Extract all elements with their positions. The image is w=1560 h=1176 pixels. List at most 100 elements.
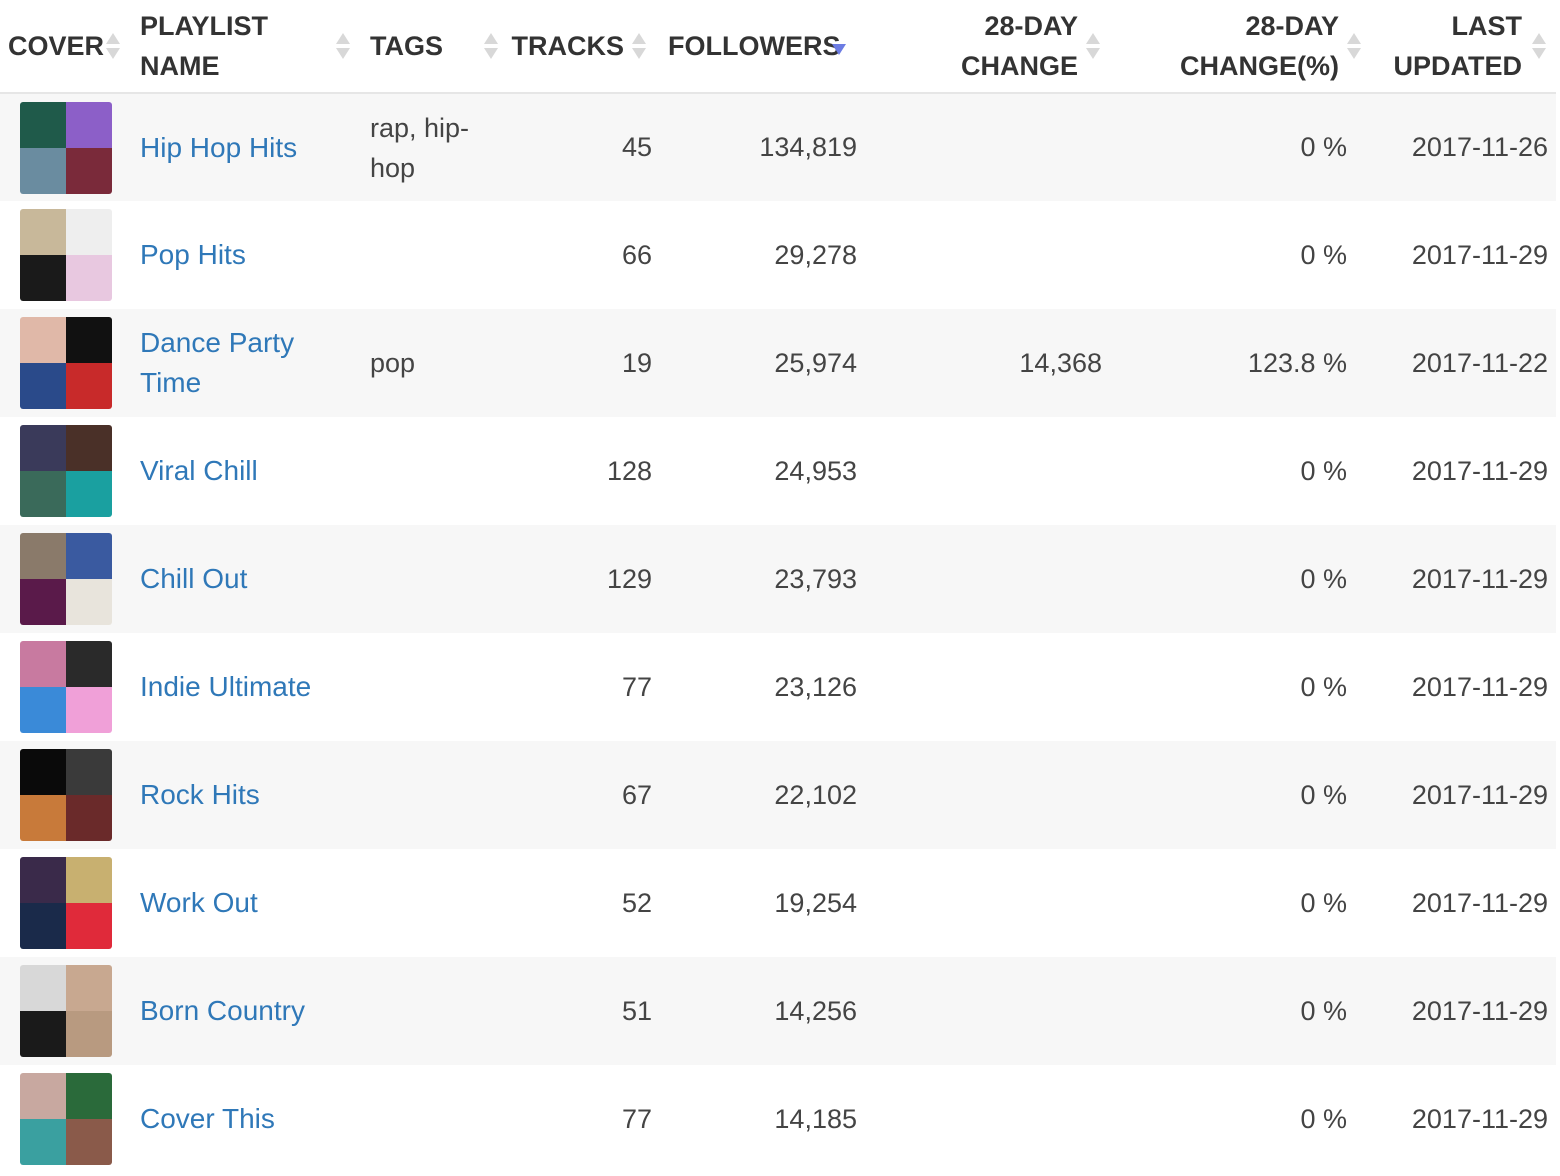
cover-tile <box>20 1073 66 1119</box>
col-header-last-updated[interactable]: LAST UPDATED <box>1365 0 1556 93</box>
sort-icon <box>336 31 350 61</box>
col-header-cover[interactable]: COVER <box>0 0 130 93</box>
playlist-name-cell: Rock Hits <box>130 741 360 849</box>
change-cell <box>857 1065 1102 1173</box>
sort-icon <box>632 31 646 61</box>
cover-tile <box>20 687 66 733</box>
sort-icon <box>1532 31 1546 61</box>
change-cell <box>857 417 1102 525</box>
playlist-cover-image[interactable] <box>20 641 112 733</box>
cover-tile <box>20 641 66 687</box>
cover-tile <box>66 533 112 579</box>
change-pct-cell: 0 % <box>1300 1103 1347 1134</box>
playlist-name-link[interactable]: Indie Ultimate <box>140 671 312 702</box>
cover-cell <box>0 1065 130 1173</box>
followers-cell: 14,256 <box>774 995 857 1026</box>
cover-tile <box>66 795 112 841</box>
cover-tile <box>20 147 66 194</box>
playlist-cover-image[interactable] <box>20 857 112 949</box>
last-updated-cell: 2017-11-29 <box>1411 1103 1548 1134</box>
col-header-tracks[interactable]: TRACKS <box>498 0 652 93</box>
change-pct-cell: 0 % <box>1300 779 1347 810</box>
playlist-name-cell: Pop Hits <box>130 201 360 309</box>
col-header-28-day-change-pct[interactable]: 28-DAY CHANGE(%) <box>1102 0 1365 93</box>
last-updated-cell: 2017-11-29 <box>1411 995 1548 1026</box>
sort-icon <box>106 31 120 61</box>
tracks-cell: 51 <box>621 995 652 1026</box>
col-header-change-line2: CHANGE <box>960 51 1078 81</box>
col-header-name-line2: NAME <box>140 51 220 81</box>
tags-cell: pop <box>370 348 416 378</box>
tags-cell <box>360 957 498 1065</box>
playlist-cover-image[interactable] <box>20 749 112 841</box>
change-cell <box>857 849 1102 957</box>
cover-tile <box>20 255 66 301</box>
playlist-name-cell: Cover This <box>130 1065 360 1173</box>
table-row: Hip Hop Hits rap, hip-hop 45 134,819 0 %… <box>0 93 1556 201</box>
playlist-name-link[interactable]: Dance Party Time <box>140 327 295 398</box>
playlist-name-link[interactable]: Rock Hits <box>140 779 260 810</box>
cover-tile <box>66 579 112 625</box>
col-header-tags-label: TAGS <box>370 31 443 61</box>
col-header-name-line1: PLAYLIST <box>140 11 269 41</box>
cover-tile <box>20 101 66 148</box>
playlist-cover-image[interactable] <box>20 533 112 625</box>
last-updated-cell: 2017-11-29 <box>1411 563 1548 594</box>
playlist-name-cell: Indie Ultimate <box>130 633 360 741</box>
col-header-tags[interactable]: TAGS <box>360 0 498 93</box>
playlist-name-link[interactable]: Pop Hits <box>140 239 246 270</box>
followers-cell: 22,102 <box>774 779 857 810</box>
last-updated-cell: 2017-11-29 <box>1411 887 1548 918</box>
change-pct-cell: 0 % <box>1300 887 1347 918</box>
col-header-change-line1: 28-DAY <box>984 11 1078 41</box>
cover-tile <box>66 255 112 301</box>
cover-tile <box>66 471 112 517</box>
cover-tile <box>66 687 112 733</box>
followers-cell: 23,793 <box>774 563 857 594</box>
cover-tile <box>66 317 112 363</box>
table-body: Hip Hop Hits rap, hip-hop 45 134,819 0 %… <box>0 93 1556 1173</box>
playlist-cover-image[interactable] <box>20 317 112 409</box>
cover-cell <box>0 417 130 525</box>
playlist-cover-image[interactable] <box>20 101 112 194</box>
followers-cell: 19,254 <box>774 887 857 918</box>
tags-cell <box>360 1065 498 1173</box>
table-row: Born Country 51 14,256 0 % 2017-11-29 <box>0 957 1556 1065</box>
last-updated-cell: 2017-11-29 <box>1411 779 1548 810</box>
cover-tile <box>20 795 66 841</box>
playlist-name-link[interactable]: Work Out <box>140 887 258 918</box>
cover-tile <box>66 1119 112 1165</box>
playlist-name-link[interactable]: Viral Chill <box>140 455 258 486</box>
change-cell: 14,368 <box>1019 347 1102 378</box>
change-cell <box>857 525 1102 633</box>
cover-cell <box>0 525 130 633</box>
table-row: Viral Chill 128 24,953 0 % 2017-11-29 <box>0 417 1556 525</box>
cover-tile <box>20 1011 66 1057</box>
cover-cell <box>0 93 130 201</box>
cover-tile <box>66 147 112 194</box>
playlist-name-link[interactable]: Cover This <box>140 1103 275 1134</box>
tracks-cell: 77 <box>621 1103 652 1134</box>
last-updated-cell: 2017-11-29 <box>1411 671 1548 702</box>
col-header-playlist-name[interactable]: PLAYLIST NAME <box>130 0 360 93</box>
change-pct-cell: 0 % <box>1300 563 1347 594</box>
playlist-cover-image[interactable] <box>20 425 112 517</box>
change-pct-cell: 0 % <box>1300 132 1347 162</box>
playlist-name-link[interactable]: Hip Hop Hits <box>140 131 298 163</box>
tags-cell <box>360 201 498 309</box>
tags-cell: rap, hip-hop <box>370 112 470 183</box>
change-pct-cell: 0 % <box>1300 239 1347 270</box>
col-header-followers[interactable]: FOLLOWERS <box>652 0 857 93</box>
cover-tile <box>20 533 66 579</box>
tracks-cell: 66 <box>621 239 652 270</box>
cover-tile <box>66 1073 112 1119</box>
playlist-cover-image[interactable] <box>20 209 112 301</box>
playlist-name-link[interactable]: Chill Out <box>140 563 248 594</box>
playlist-cover-image[interactable] <box>20 965 112 1057</box>
col-header-28-day-change[interactable]: 28-DAY CHANGE <box>857 0 1102 93</box>
playlist-name-link[interactable]: Born Country <box>140 995 305 1026</box>
last-updated-cell: 2017-11-29 <box>1411 239 1548 270</box>
cover-tile <box>20 363 66 409</box>
playlist-cover-image[interactable] <box>20 1073 112 1165</box>
change-cell <box>857 741 1102 849</box>
